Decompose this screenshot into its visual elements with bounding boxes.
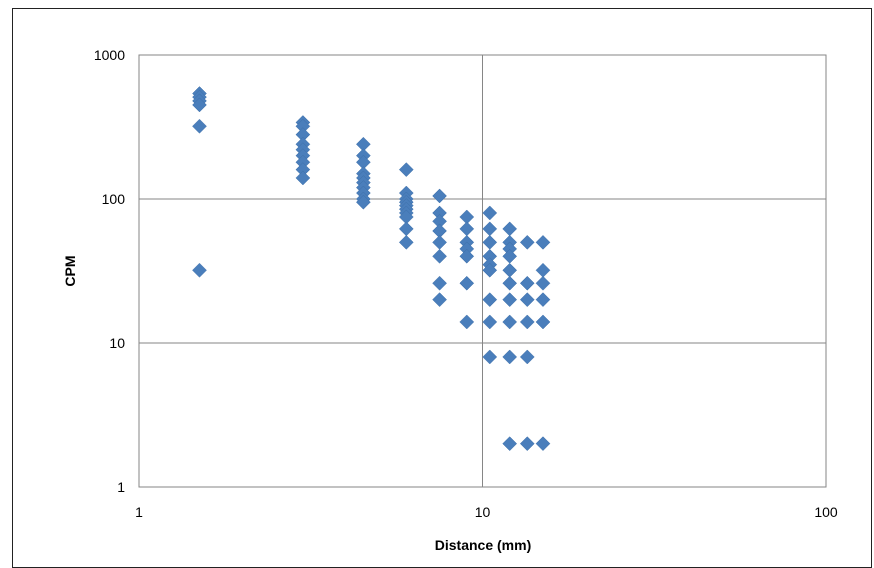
data-point: [482, 292, 498, 308]
data-point: [482, 221, 498, 237]
data-point: [192, 118, 207, 134]
y-tick-label: 1: [117, 479, 125, 495]
plot-area: [138, 54, 827, 488]
data-point: [535, 262, 551, 278]
data-point: [432, 188, 447, 204]
data-point: [519, 292, 535, 308]
data-point: [519, 349, 535, 365]
data-point: [482, 349, 498, 365]
data-point: [502, 436, 518, 452]
data-points: [192, 86, 551, 452]
data-point: [535, 275, 551, 291]
x-axis-label: Distance (mm): [435, 537, 531, 553]
data-point: [398, 221, 414, 237]
data-point: [459, 275, 475, 291]
gridlines: [138, 54, 827, 488]
data-point: [535, 314, 551, 330]
data-point: [482, 234, 498, 250]
data-point: [482, 205, 498, 221]
data-point: [356, 194, 371, 210]
y-tick-label: 100: [102, 191, 126, 207]
data-point: [482, 262, 498, 278]
data-point: [502, 314, 518, 330]
data-point: [432, 234, 447, 250]
data-point: [432, 292, 447, 308]
data-point: [459, 221, 475, 237]
data-point: [519, 275, 535, 291]
data-point: [519, 436, 535, 452]
data-point: [502, 248, 518, 264]
x-tick-label: 1: [135, 504, 143, 520]
data-point: [535, 234, 551, 250]
data-point: [459, 314, 475, 330]
data-point: [192, 262, 207, 278]
data-point: [432, 248, 447, 264]
x-tick-label: 10: [475, 504, 491, 520]
data-point: [502, 262, 518, 278]
x-tick-labels: 1 10 100: [135, 504, 838, 520]
data-point: [502, 221, 518, 237]
data-point: [432, 275, 447, 291]
x-tick-label: 100: [814, 504, 838, 520]
data-point: [398, 234, 414, 250]
data-point: [482, 314, 498, 330]
y-tick-label: 1000: [94, 47, 125, 63]
data-point: [502, 349, 518, 365]
data-point: [295, 170, 311, 186]
data-point: [502, 292, 518, 308]
data-point: [398, 162, 414, 177]
data-point: [519, 314, 535, 330]
data-point: [192, 97, 207, 113]
data-point: [519, 234, 535, 250]
data-point: [502, 275, 518, 291]
y-tick-label: 10: [109, 335, 125, 351]
data-point: [535, 292, 551, 308]
data-point: [535, 436, 551, 452]
y-tick-labels: 1 10 100 1000: [94, 47, 125, 495]
data-point: [459, 248, 475, 264]
y-axis-label: CPM: [62, 255, 78, 286]
